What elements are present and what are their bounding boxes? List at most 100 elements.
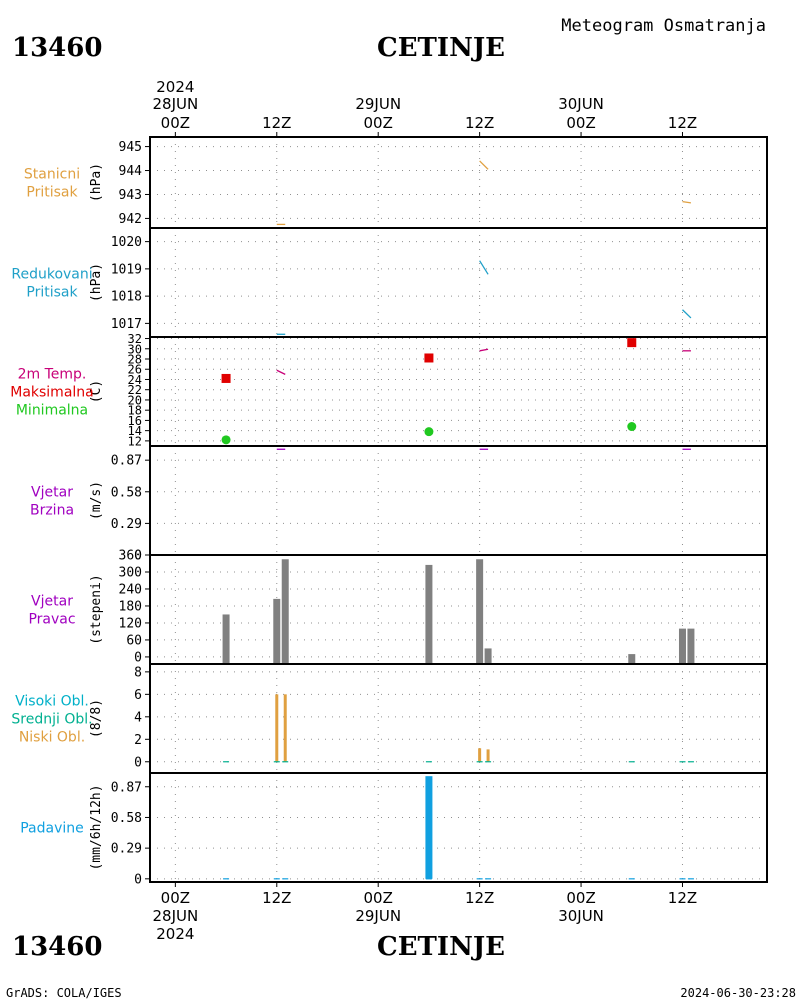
y-tick-label: 943 bbox=[119, 188, 142, 203]
y-tick-label: 26 bbox=[128, 363, 142, 377]
y-tick-label: 240 bbox=[119, 582, 142, 597]
y-axis-label: (m/s) bbox=[89, 481, 104, 520]
temp-max-marker bbox=[221, 373, 231, 383]
data-segment bbox=[479, 160, 489, 170]
panel-label: Pravac bbox=[28, 612, 75, 628]
y-tick-label: 14 bbox=[128, 424, 142, 438]
panel-label: Maksimalna bbox=[10, 385, 94, 401]
y-tick-label: 24 bbox=[128, 373, 142, 387]
panel-label: Pritisak bbox=[26, 285, 78, 301]
time-label-hour: 00Z bbox=[566, 889, 595, 907]
data-bar bbox=[275, 694, 279, 762]
panel-label: Srednji Obl. bbox=[11, 712, 92, 728]
panel-label: Visoki Obl. bbox=[15, 694, 89, 710]
panel-wind-speed: 0 0.29 0.58 0.87 (m/s) Vjetar Brzina bbox=[30, 445, 768, 564]
y-tick-label: 0.29 bbox=[111, 842, 142, 857]
panel-label: Vjetar bbox=[31, 594, 73, 610]
y-tick-label: 0 bbox=[134, 650, 142, 665]
data-bar bbox=[687, 628, 695, 664]
y-axis-label: (C) bbox=[89, 380, 104, 403]
data-segment bbox=[276, 369, 286, 375]
y-tick-label: 0.87 bbox=[111, 780, 142, 795]
y-tick-label: 18 bbox=[128, 404, 142, 418]
time-label-hour: 00Z bbox=[364, 114, 393, 132]
y-tick-label: 0.29 bbox=[111, 517, 142, 532]
y-tick-label: 2 bbox=[134, 733, 142, 748]
y-tick-label: 1020 bbox=[111, 235, 142, 250]
data-bar bbox=[425, 564, 433, 664]
time-label-day: 29JUN bbox=[355, 95, 401, 113]
time-label-day: 28JUN bbox=[152, 907, 198, 925]
y-tick-label: 6 bbox=[134, 688, 142, 703]
data-bar bbox=[476, 559, 484, 664]
panel-label: Brzina bbox=[30, 503, 74, 519]
panel-label: 2m Temp. bbox=[18, 367, 87, 383]
panel-label: Pritisak bbox=[26, 185, 78, 201]
panel-station-pressure: 942 943 944 945 (hPa) Stanicni Pritisak bbox=[24, 136, 768, 229]
y-tick-label: 8 bbox=[134, 665, 142, 680]
y-tick-label: 60 bbox=[126, 633, 142, 648]
footer-credit: GrADS: COLA/IGES bbox=[6, 986, 122, 1000]
time-label-hour: 12Z bbox=[465, 114, 494, 132]
footer-station-name: CETINJE bbox=[377, 932, 505, 962]
header-product: Meteogram Osmatranja bbox=[561, 16, 766, 36]
panel-frame bbox=[149, 136, 768, 229]
data-bar bbox=[478, 748, 482, 762]
y-tick-label: 22 bbox=[128, 383, 142, 397]
data-bar bbox=[281, 559, 289, 664]
panel-label: Minimalna bbox=[16, 403, 88, 419]
y-tick-label: 20 bbox=[128, 393, 142, 407]
data-segment bbox=[479, 348, 489, 352]
panel-label: Padavine bbox=[20, 821, 84, 837]
y-axis-label: (hPa) bbox=[89, 163, 104, 202]
panel-precipitation: 0 0.29 0.58 0.87 (mm/6h/12h) Padavine bbox=[20, 772, 768, 887]
data-segment bbox=[682, 201, 692, 204]
y-tick-label: 32 bbox=[128, 332, 142, 346]
y-tick-label: 30 bbox=[128, 342, 142, 356]
panels-group: 942 943 944 945 (hPa) Stanicni Pritisak 1017 101… bbox=[10, 136, 768, 887]
data-bar bbox=[484, 648, 492, 664]
data-bar bbox=[283, 694, 287, 762]
y-tick-label: 942 bbox=[119, 212, 142, 227]
time-label-hour: 00Z bbox=[161, 889, 190, 907]
data-bar bbox=[273, 598, 281, 664]
temp-min-marker bbox=[221, 435, 231, 445]
data-bar bbox=[678, 628, 686, 664]
time-label-day: 29JUN bbox=[355, 907, 401, 925]
header-station-name: CETINJE bbox=[377, 33, 505, 63]
data-bar bbox=[628, 654, 636, 664]
time-label-day: 30JUN bbox=[558, 95, 604, 113]
temp-max-marker bbox=[627, 338, 637, 348]
y-tick-label: 180 bbox=[119, 599, 142, 614]
y-tick-label: 1017 bbox=[111, 317, 142, 332]
time-label-year: 2024 bbox=[156, 78, 194, 96]
y-tick-label: 120 bbox=[119, 616, 142, 631]
data-bar bbox=[222, 614, 230, 664]
panel-label: Stanicni bbox=[24, 167, 80, 183]
data-bar bbox=[425, 776, 433, 879]
panel-frame bbox=[149, 772, 768, 883]
y-tick-label: 28 bbox=[128, 353, 142, 367]
panel-frame bbox=[149, 663, 768, 774]
y-axis-label: (mm/6h/12h) bbox=[89, 784, 104, 870]
temp-min-marker bbox=[627, 422, 637, 432]
footer-timestamp: 2024-06-30-23:28 bbox=[680, 986, 796, 1000]
y-tick-label: 16 bbox=[128, 414, 142, 428]
y-tick-label: 360 bbox=[119, 549, 142, 564]
y-tick-label: 1019 bbox=[111, 262, 142, 277]
footer-station-id: 13460 bbox=[12, 932, 102, 962]
header-station-id: 13460 bbox=[12, 33, 102, 63]
temp-max-marker bbox=[424, 353, 434, 363]
time-label-hour: 00Z bbox=[566, 114, 595, 132]
y-axis-label: (8/8) bbox=[89, 699, 104, 738]
y-tick-label: 945 bbox=[119, 140, 142, 155]
y-tick-label: 944 bbox=[119, 164, 143, 179]
y-tick-label: 0 bbox=[134, 872, 142, 887]
panel-reduced-pressure: 1017 1018 1019 1020 (hPa)Redukovani Pritisak bbox=[11, 227, 768, 338]
y-axis-label: (hPa) bbox=[89, 263, 104, 302]
time-label-hour: 12Z bbox=[668, 889, 697, 907]
